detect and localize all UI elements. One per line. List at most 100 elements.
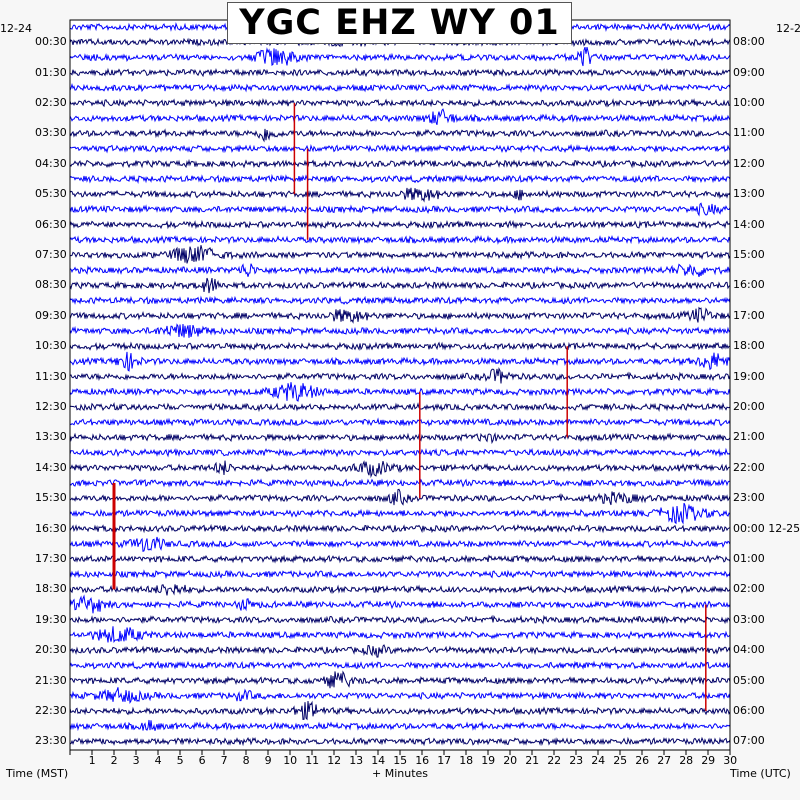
x-tick-label: 19 bbox=[481, 754, 496, 767]
right-time-label: 23:00 bbox=[733, 491, 765, 505]
trace-line-12 bbox=[69, 187, 731, 203]
x-tick-label: 11 bbox=[305, 754, 320, 767]
x-tick-marks bbox=[69, 750, 731, 755]
right-time-label: 03:00 bbox=[733, 612, 765, 626]
right-time-label: 16:00 bbox=[733, 278, 765, 292]
left-time-label: 21:30 bbox=[35, 673, 67, 687]
trace-line-21 bbox=[69, 323, 731, 338]
right-time-label: 18:00 bbox=[733, 339, 765, 353]
x-tick-label: 22 bbox=[547, 754, 562, 767]
trace-line-28 bbox=[69, 432, 731, 445]
x-tick-label: 24 bbox=[591, 754, 606, 767]
x-tick-label: 13 bbox=[349, 754, 364, 767]
right-time-label: 14:00 bbox=[733, 217, 765, 231]
trace-line-32 bbox=[69, 488, 731, 506]
left-time-label: 20:30 bbox=[35, 643, 67, 657]
trace-line-10 bbox=[69, 158, 731, 169]
left-time-label: 08:30 bbox=[35, 278, 67, 292]
left-time-label: 10:30 bbox=[35, 339, 67, 353]
trace-line-46 bbox=[69, 700, 731, 721]
trace-line-42 bbox=[69, 644, 731, 658]
left-time-label: 11:30 bbox=[35, 369, 67, 383]
right-time-label: 22:00 bbox=[733, 460, 765, 474]
left-time-label: 04:30 bbox=[35, 156, 67, 170]
trace-line-37 bbox=[69, 569, 731, 580]
left-time-label: 13:30 bbox=[35, 430, 67, 444]
trace-line-36 bbox=[69, 554, 731, 564]
x-tick-label: 6 bbox=[198, 754, 206, 767]
x-tick-label: 1 bbox=[88, 754, 96, 767]
trace-line-20 bbox=[69, 306, 731, 324]
left-time-label: 03:30 bbox=[35, 126, 67, 140]
trace-line-26 bbox=[69, 402, 731, 413]
right-time-label: 09:00 bbox=[733, 65, 765, 79]
left-time-label: 22:30 bbox=[35, 704, 67, 717]
right-time-label: 11:00 bbox=[733, 126, 765, 140]
trace-line-41 bbox=[69, 626, 731, 643]
left-time-label: 00:30 bbox=[35, 35, 67, 49]
trace-line-6 bbox=[69, 98, 731, 108]
x-tick-label: 4 bbox=[154, 754, 162, 767]
x-tick-label: 25 bbox=[613, 754, 628, 767]
x-tick-label: 12 bbox=[327, 754, 342, 767]
trace-line-15 bbox=[69, 235, 731, 245]
right-time-label: 07:00 bbox=[733, 734, 765, 748]
trace-line-47 bbox=[69, 719, 731, 732]
trace-line-13 bbox=[69, 202, 731, 217]
trace-group bbox=[69, 18, 731, 747]
left-time-label: 15:30 bbox=[35, 491, 67, 505]
right-time-label: 08:00 bbox=[733, 35, 765, 49]
event-markers bbox=[112, 103, 707, 711]
x-tick-label: 29 bbox=[701, 754, 716, 767]
trace-line-17 bbox=[69, 263, 731, 278]
date-left-label: 12-24 bbox=[0, 22, 32, 35]
right-time-label: 04:00 bbox=[733, 643, 765, 657]
trace-line-7 bbox=[69, 108, 731, 125]
x-tick-label: 18 bbox=[459, 754, 474, 767]
trace-line-43 bbox=[69, 660, 731, 670]
x-tick-label: 21 bbox=[525, 754, 540, 767]
trace-line-9 bbox=[69, 143, 731, 154]
trace-line-31 bbox=[69, 478, 731, 488]
left-time-label: 16:30 bbox=[35, 521, 67, 535]
trace-line-11 bbox=[69, 173, 731, 184]
left-time-label: 17:30 bbox=[35, 552, 67, 565]
trace-line-25 bbox=[69, 382, 731, 402]
trace-line-48 bbox=[69, 736, 731, 747]
right-time-label: 17:00 bbox=[733, 308, 765, 322]
x-tick-label: 16 bbox=[415, 754, 430, 767]
right-time-label: 12:00 bbox=[733, 156, 765, 170]
trace-line-23 bbox=[69, 351, 731, 372]
right-time-label: 02:00 bbox=[733, 582, 765, 596]
trace-line-4 bbox=[70, 67, 731, 78]
x-tick-label: 3 bbox=[132, 754, 140, 767]
left-time-label: 02:30 bbox=[35, 96, 67, 109]
left-time-label: 12:30 bbox=[35, 400, 67, 413]
right-time-label: 20:00 bbox=[733, 400, 765, 413]
right-time-label: 13:00 bbox=[733, 187, 765, 201]
x-tick-label: 10 bbox=[283, 754, 298, 767]
right-time-label: 06:00 bbox=[733, 704, 765, 717]
x-tick-label: 9 bbox=[264, 754, 272, 767]
left-axis-title: Time (MST) bbox=[6, 767, 69, 780]
trace-line-5 bbox=[69, 82, 731, 93]
right-time-label: 05:00 bbox=[733, 673, 765, 687]
x-tick-label: 28 bbox=[679, 754, 694, 767]
x-tick-label: 30 bbox=[723, 754, 738, 767]
left-time-label: 09:30 bbox=[35, 308, 67, 322]
x-tick-label: 27 bbox=[657, 754, 672, 767]
x-tick-label: 14 bbox=[371, 754, 386, 767]
x-tick-label: 26 bbox=[635, 754, 650, 767]
trace-line-16 bbox=[69, 245, 731, 264]
trace-line-34 bbox=[69, 523, 731, 534]
left-time-label: 14:30 bbox=[35, 460, 67, 474]
trace-line-24 bbox=[69, 367, 731, 384]
trace-line-33 bbox=[69, 502, 731, 525]
trace-line-18 bbox=[69, 277, 731, 294]
trace-line-8 bbox=[69, 128, 731, 143]
right-axis-title: Time (UTC) bbox=[730, 767, 791, 780]
trace-line-22 bbox=[69, 341, 731, 351]
right-time-label: 10:00 bbox=[733, 96, 765, 109]
x-tick-label: 5 bbox=[176, 754, 184, 767]
